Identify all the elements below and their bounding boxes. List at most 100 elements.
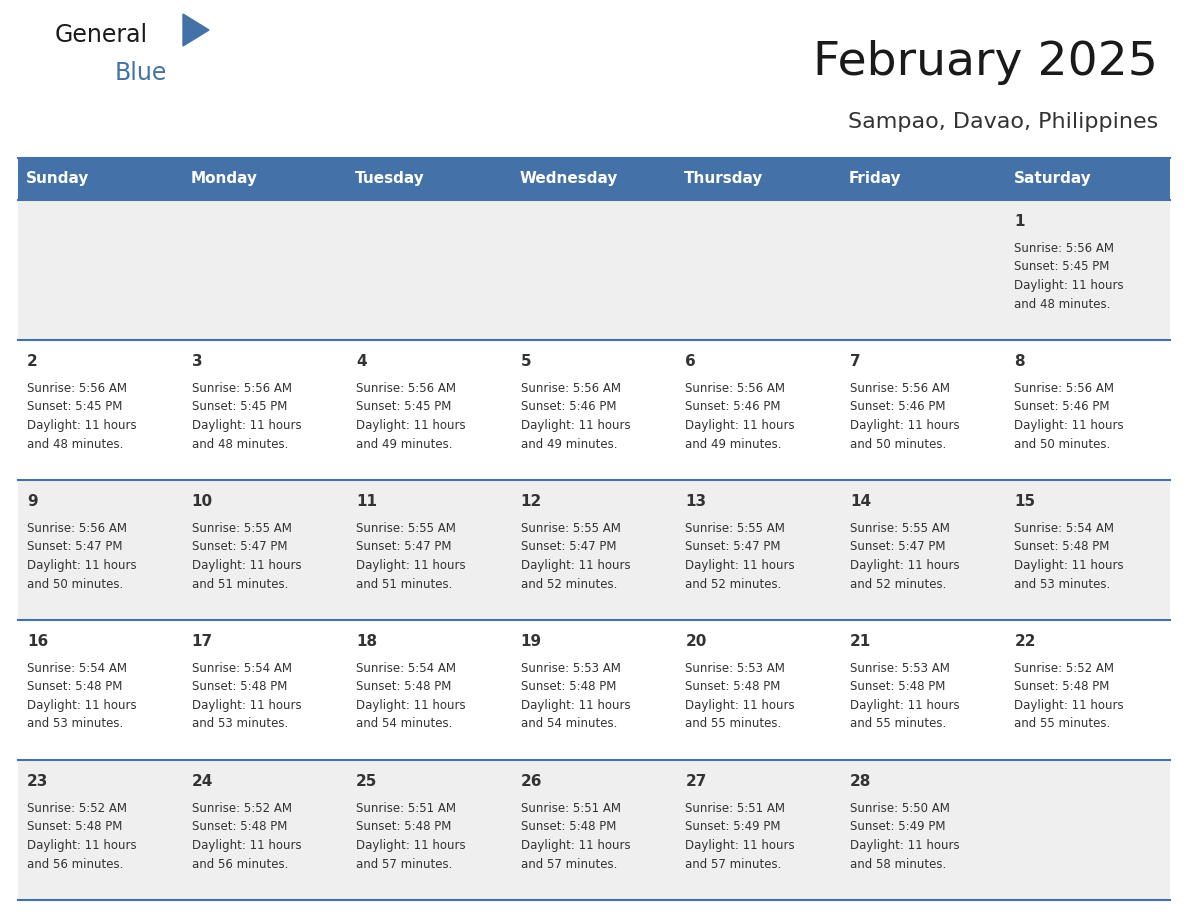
Bar xyxy=(183,480,347,620)
Bar xyxy=(183,200,347,340)
Text: Sunrise: 5:54 AM
Sunset: 5:48 PM
Daylight: 11 hours
and 53 minutes.: Sunrise: 5:54 AM Sunset: 5:48 PM Dayligh… xyxy=(1015,522,1124,590)
Bar xyxy=(676,158,841,200)
Text: Wednesday: Wednesday xyxy=(519,172,618,186)
Text: Sunrise: 5:56 AM
Sunset: 5:45 PM
Daylight: 11 hours
and 48 minutes.: Sunrise: 5:56 AM Sunset: 5:45 PM Dayligh… xyxy=(1015,242,1124,310)
Bar xyxy=(676,480,841,620)
Bar xyxy=(841,760,1005,900)
Text: 10: 10 xyxy=(191,494,213,509)
Text: 25: 25 xyxy=(356,774,378,789)
Bar xyxy=(18,200,183,340)
Text: Sunrise: 5:56 AM
Sunset: 5:45 PM
Daylight: 11 hours
and 49 minutes.: Sunrise: 5:56 AM Sunset: 5:45 PM Dayligh… xyxy=(356,382,466,451)
Text: 17: 17 xyxy=(191,634,213,649)
Bar xyxy=(183,620,347,760)
Bar xyxy=(18,760,183,900)
Bar xyxy=(18,340,183,480)
Bar xyxy=(676,760,841,900)
Text: Saturday: Saturday xyxy=(1013,172,1092,186)
Bar xyxy=(18,158,183,200)
Text: Friday: Friday xyxy=(849,172,902,186)
Bar xyxy=(676,340,841,480)
Text: Sunrise: 5:53 AM
Sunset: 5:48 PM
Daylight: 11 hours
and 54 minutes.: Sunrise: 5:53 AM Sunset: 5:48 PM Dayligh… xyxy=(520,662,631,731)
Text: Sunrise: 5:54 AM
Sunset: 5:48 PM
Daylight: 11 hours
and 53 minutes.: Sunrise: 5:54 AM Sunset: 5:48 PM Dayligh… xyxy=(27,662,137,731)
Text: 14: 14 xyxy=(849,494,871,509)
Text: 5: 5 xyxy=(520,354,531,369)
Text: General: General xyxy=(55,23,148,47)
Bar xyxy=(841,340,1005,480)
Bar xyxy=(512,480,676,620)
Text: Sunrise: 5:53 AM
Sunset: 5:48 PM
Daylight: 11 hours
and 55 minutes.: Sunrise: 5:53 AM Sunset: 5:48 PM Dayligh… xyxy=(849,662,960,731)
Text: 7: 7 xyxy=(849,354,860,369)
Bar xyxy=(676,620,841,760)
Text: Sunrise: 5:55 AM
Sunset: 5:47 PM
Daylight: 11 hours
and 52 minutes.: Sunrise: 5:55 AM Sunset: 5:47 PM Dayligh… xyxy=(520,522,631,590)
Text: Sunrise: 5:56 AM
Sunset: 5:46 PM
Daylight: 11 hours
and 49 minutes.: Sunrise: 5:56 AM Sunset: 5:46 PM Dayligh… xyxy=(520,382,631,451)
Text: Tuesday: Tuesday xyxy=(355,172,425,186)
Text: 11: 11 xyxy=(356,494,377,509)
Text: Sampao, Davao, Philippines: Sampao, Davao, Philippines xyxy=(848,112,1158,132)
Text: Sunrise: 5:55 AM
Sunset: 5:47 PM
Daylight: 11 hours
and 51 minutes.: Sunrise: 5:55 AM Sunset: 5:47 PM Dayligh… xyxy=(191,522,302,590)
Polygon shape xyxy=(183,14,209,46)
Text: Sunrise: 5:56 AM
Sunset: 5:45 PM
Daylight: 11 hours
and 48 minutes.: Sunrise: 5:56 AM Sunset: 5:45 PM Dayligh… xyxy=(27,382,137,451)
Bar xyxy=(1005,620,1170,760)
Text: 16: 16 xyxy=(27,634,49,649)
Text: Sunrise: 5:56 AM
Sunset: 5:47 PM
Daylight: 11 hours
and 50 minutes.: Sunrise: 5:56 AM Sunset: 5:47 PM Dayligh… xyxy=(27,522,137,590)
Bar xyxy=(347,340,512,480)
Text: Sunrise: 5:50 AM
Sunset: 5:49 PM
Daylight: 11 hours
and 58 minutes.: Sunrise: 5:50 AM Sunset: 5:49 PM Dayligh… xyxy=(849,802,960,870)
Text: Sunrise: 5:54 AM
Sunset: 5:48 PM
Daylight: 11 hours
and 53 minutes.: Sunrise: 5:54 AM Sunset: 5:48 PM Dayligh… xyxy=(191,662,302,731)
Text: 1: 1 xyxy=(1015,214,1025,229)
Text: Sunrise: 5:51 AM
Sunset: 5:48 PM
Daylight: 11 hours
and 57 minutes.: Sunrise: 5:51 AM Sunset: 5:48 PM Dayligh… xyxy=(520,802,631,870)
Text: Sunrise: 5:52 AM
Sunset: 5:48 PM
Daylight: 11 hours
and 56 minutes.: Sunrise: 5:52 AM Sunset: 5:48 PM Dayligh… xyxy=(191,802,302,870)
Bar xyxy=(347,480,512,620)
Bar xyxy=(512,620,676,760)
Text: 21: 21 xyxy=(849,634,871,649)
Bar xyxy=(676,200,841,340)
Text: 9: 9 xyxy=(27,494,38,509)
Text: 28: 28 xyxy=(849,774,871,789)
Bar xyxy=(183,340,347,480)
Bar xyxy=(841,620,1005,760)
Bar xyxy=(1005,200,1170,340)
Text: Thursday: Thursday xyxy=(684,172,764,186)
Text: 19: 19 xyxy=(520,634,542,649)
Text: 20: 20 xyxy=(685,634,707,649)
Text: Sunrise: 5:56 AM
Sunset: 5:46 PM
Daylight: 11 hours
and 49 minutes.: Sunrise: 5:56 AM Sunset: 5:46 PM Dayligh… xyxy=(685,382,795,451)
Bar xyxy=(18,620,183,760)
Text: 6: 6 xyxy=(685,354,696,369)
Text: Blue: Blue xyxy=(115,61,168,85)
Bar xyxy=(512,158,676,200)
Bar xyxy=(1005,480,1170,620)
Bar xyxy=(512,200,676,340)
Text: Sunrise: 5:52 AM
Sunset: 5:48 PM
Daylight: 11 hours
and 56 minutes.: Sunrise: 5:52 AM Sunset: 5:48 PM Dayligh… xyxy=(27,802,137,870)
Text: Sunrise: 5:56 AM
Sunset: 5:46 PM
Daylight: 11 hours
and 50 minutes.: Sunrise: 5:56 AM Sunset: 5:46 PM Dayligh… xyxy=(849,382,960,451)
Text: 2: 2 xyxy=(27,354,38,369)
Text: 22: 22 xyxy=(1015,634,1036,649)
Bar xyxy=(1005,158,1170,200)
Bar xyxy=(512,340,676,480)
Text: 12: 12 xyxy=(520,494,542,509)
Text: Sunrise: 5:51 AM
Sunset: 5:49 PM
Daylight: 11 hours
and 57 minutes.: Sunrise: 5:51 AM Sunset: 5:49 PM Dayligh… xyxy=(685,802,795,870)
Text: Sunrise: 5:56 AM
Sunset: 5:46 PM
Daylight: 11 hours
and 50 minutes.: Sunrise: 5:56 AM Sunset: 5:46 PM Dayligh… xyxy=(1015,382,1124,451)
Text: Sunday: Sunday xyxy=(26,172,89,186)
Text: Sunrise: 5:56 AM
Sunset: 5:45 PM
Daylight: 11 hours
and 48 minutes.: Sunrise: 5:56 AM Sunset: 5:45 PM Dayligh… xyxy=(191,382,302,451)
Bar xyxy=(841,200,1005,340)
Text: Sunrise: 5:52 AM
Sunset: 5:48 PM
Daylight: 11 hours
and 55 minutes.: Sunrise: 5:52 AM Sunset: 5:48 PM Dayligh… xyxy=(1015,662,1124,731)
Text: 8: 8 xyxy=(1015,354,1025,369)
Text: 18: 18 xyxy=(356,634,378,649)
Text: 15: 15 xyxy=(1015,494,1036,509)
Bar xyxy=(1005,760,1170,900)
Text: Sunrise: 5:51 AM
Sunset: 5:48 PM
Daylight: 11 hours
and 57 minutes.: Sunrise: 5:51 AM Sunset: 5:48 PM Dayligh… xyxy=(356,802,466,870)
Bar xyxy=(841,480,1005,620)
Text: 23: 23 xyxy=(27,774,49,789)
Bar xyxy=(841,158,1005,200)
Bar xyxy=(1005,340,1170,480)
Text: Sunrise: 5:55 AM
Sunset: 5:47 PM
Daylight: 11 hours
and 52 minutes.: Sunrise: 5:55 AM Sunset: 5:47 PM Dayligh… xyxy=(685,522,795,590)
Text: 26: 26 xyxy=(520,774,542,789)
Text: 13: 13 xyxy=(685,494,707,509)
Text: 3: 3 xyxy=(191,354,202,369)
Text: 24: 24 xyxy=(191,774,213,789)
Text: Sunrise: 5:55 AM
Sunset: 5:47 PM
Daylight: 11 hours
and 51 minutes.: Sunrise: 5:55 AM Sunset: 5:47 PM Dayligh… xyxy=(356,522,466,590)
Text: 27: 27 xyxy=(685,774,707,789)
Text: February 2025: February 2025 xyxy=(813,40,1158,85)
Bar xyxy=(347,200,512,340)
Bar xyxy=(347,760,512,900)
Bar xyxy=(18,480,183,620)
